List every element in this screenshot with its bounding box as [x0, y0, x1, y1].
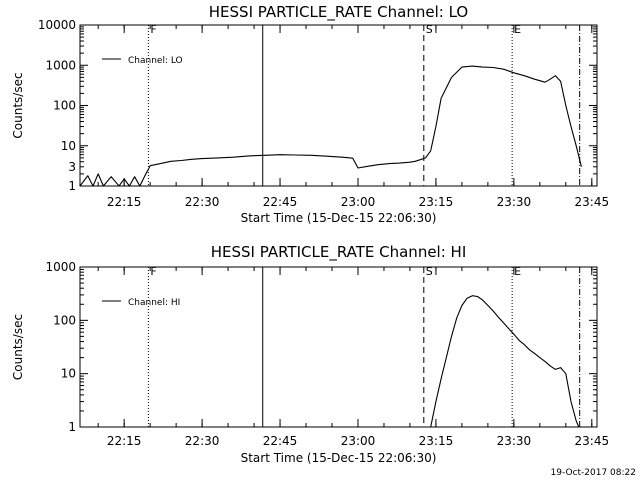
event-marker-label: E: [514, 23, 521, 36]
x-tick-label: 23:15: [419, 195, 454, 209]
x-tick-label: 22:30: [185, 195, 220, 209]
x-tick-label: 23:45: [575, 434, 610, 448]
event-marker-label: F: [150, 265, 156, 278]
x-tick-label: 22:45: [263, 195, 298, 209]
x-tick-label: 22:15: [107, 195, 142, 209]
x-tick-label: 23:15: [419, 434, 454, 448]
y-tick-label: 1000: [45, 58, 76, 72]
y-minor-tick-label: 3: [68, 160, 76, 174]
x-tick-label: 23:30: [497, 434, 532, 448]
x-tick-label: 22:30: [185, 434, 220, 448]
chart-title: HESSI PARTICLE_RATE Channel: LO: [209, 3, 468, 22]
x-tick-label: 22:15: [107, 434, 142, 448]
y-tick-label: 10000: [38, 18, 76, 32]
event-marker-label: F: [150, 23, 156, 36]
y-axis-label: Counts/sec: [11, 314, 25, 380]
x-axis-label: Start Time (15-Dec-15 22:06:30): [241, 211, 437, 225]
y-tick-label: 1000: [45, 260, 76, 274]
y-tick-label: 10: [61, 367, 76, 381]
panel-lo-chart: HESSI PARTICLE_RATE Channel: LO 22:15 22:3…: [11, 3, 609, 225]
event-marker-label: E: [514, 265, 521, 278]
x-tick-label: 23:00: [341, 434, 376, 448]
y-tick-label: 100: [53, 99, 76, 113]
y-tick-label: 10: [61, 139, 76, 153]
panel-hi-chart: HESSI PARTICLE_RATE Channel: HI 22:15 22:3…: [11, 243, 609, 465]
x-tick-label: 23:30: [497, 195, 532, 209]
y-tick-label: 100: [53, 313, 76, 327]
plot-frame: [79, 266, 598, 428]
plot-frame: [79, 24, 598, 187]
event-marker-label: S: [426, 265, 433, 278]
x-axis-label: Start Time (15-Dec-15 22:06:30): [241, 451, 437, 465]
series-line: [79, 65, 582, 187]
legend-label: Channel: LO: [128, 56, 183, 66]
y-axis-label: Counts/sec: [11, 72, 25, 138]
event-marker-label: S: [426, 23, 433, 36]
y-tick-label: 1: [68, 420, 76, 434]
legend-label: Channel: HI: [128, 298, 180, 308]
date-stamp: 19-Oct-2017 08:22: [551, 468, 636, 478]
chart-title: HESSI PARTICLE_RATE Channel: HI: [211, 243, 467, 262]
x-tick-label: 23:00: [341, 195, 376, 209]
x-tick-label: 23:45: [575, 195, 610, 209]
x-tick-label: 22:45: [263, 434, 298, 448]
y-tick-label: 1: [68, 179, 76, 193]
series-line: [430, 295, 580, 428]
